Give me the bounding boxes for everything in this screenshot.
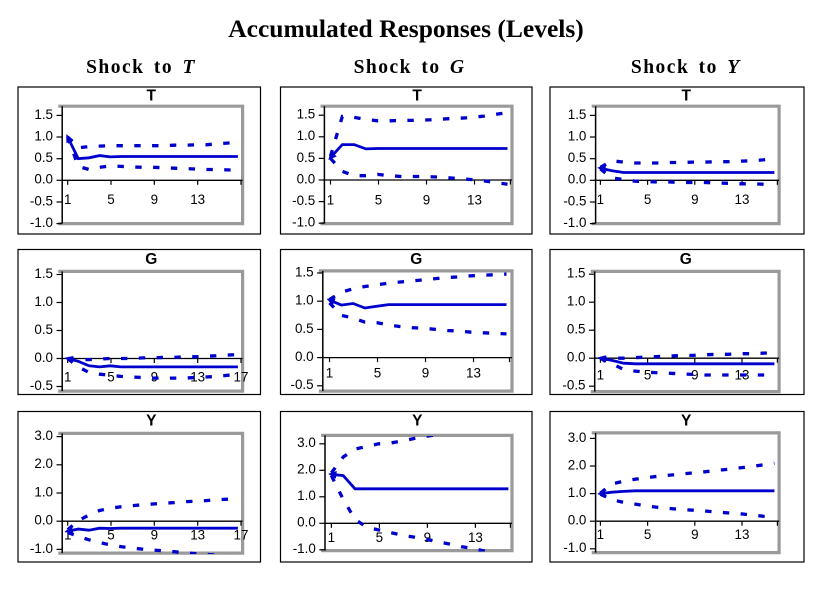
- svg-text:1: 1: [326, 366, 333, 381]
- svg-text:Y: Y: [681, 413, 692, 430]
- svg-text:1.0: 1.0: [295, 293, 314, 308]
- svg-text:Shock to T: Shock to T: [86, 57, 196, 78]
- svg-text:5: 5: [375, 192, 382, 207]
- svg-text:Y: Y: [412, 413, 423, 430]
- svg-text:9: 9: [424, 530, 431, 545]
- svg-text:0.5: 0.5: [567, 322, 586, 337]
- svg-text:1.5: 1.5: [297, 107, 316, 122]
- svg-text:5: 5: [644, 527, 651, 542]
- svg-text:G: G: [680, 251, 692, 268]
- svg-text:5: 5: [374, 366, 381, 381]
- svg-text:1.5: 1.5: [567, 266, 586, 281]
- svg-text:9: 9: [423, 192, 430, 207]
- svg-text:-0.5: -0.5: [562, 378, 585, 393]
- svg-text:0.5: 0.5: [297, 150, 316, 165]
- svg-text:13: 13: [467, 192, 482, 207]
- svg-text:3.0: 3.0: [568, 430, 587, 445]
- svg-text:5: 5: [644, 192, 651, 207]
- svg-text:1.0: 1.0: [568, 485, 587, 500]
- svg-text:1: 1: [597, 368, 604, 383]
- svg-text:-0.5: -0.5: [292, 193, 315, 208]
- svg-text:17: 17: [234, 528, 249, 543]
- svg-text:1: 1: [597, 192, 604, 207]
- svg-text:-1.0: -1.0: [563, 540, 586, 555]
- svg-text:9: 9: [691, 192, 698, 207]
- svg-text:9: 9: [151, 192, 158, 207]
- svg-text:1.0: 1.0: [297, 488, 316, 503]
- svg-text:0.5: 0.5: [34, 322, 53, 337]
- svg-text:-0.5: -0.5: [30, 378, 53, 393]
- svg-text:0.0: 0.0: [297, 171, 316, 186]
- svg-text:1: 1: [328, 530, 335, 545]
- svg-text:13: 13: [735, 192, 750, 207]
- svg-text:Y: Y: [146, 413, 157, 430]
- svg-text:1.0: 1.0: [34, 294, 53, 309]
- svg-text:1: 1: [64, 370, 71, 385]
- svg-text:-0.5: -0.5: [563, 193, 586, 208]
- svg-text:13: 13: [468, 530, 483, 545]
- svg-text:5: 5: [376, 530, 383, 545]
- svg-text:1.5: 1.5: [568, 107, 587, 122]
- svg-text:9: 9: [691, 368, 698, 383]
- svg-text:3.0: 3.0: [297, 435, 316, 450]
- svg-text:1.5: 1.5: [34, 107, 53, 122]
- svg-text:G: G: [145, 251, 157, 268]
- svg-text:-1.0: -1.0: [30, 541, 53, 556]
- svg-text:1: 1: [597, 527, 604, 542]
- svg-text:13: 13: [466, 366, 481, 381]
- svg-text:17: 17: [234, 370, 249, 385]
- svg-text:G: G: [410, 251, 422, 268]
- svg-text:T: T: [147, 88, 157, 105]
- svg-text:0.0: 0.0: [34, 350, 53, 365]
- svg-text:T: T: [412, 88, 422, 105]
- svg-text:1: 1: [64, 528, 71, 543]
- svg-text:9: 9: [151, 528, 158, 543]
- svg-text:5: 5: [107, 528, 114, 543]
- svg-text:0.0: 0.0: [568, 172, 587, 187]
- svg-text:-0.5: -0.5: [291, 377, 314, 392]
- svg-text:0.0: 0.0: [34, 172, 53, 187]
- svg-text:Shock to G: Shock to G: [354, 57, 466, 78]
- svg-text:1.5: 1.5: [34, 266, 53, 281]
- svg-text:1: 1: [64, 192, 71, 207]
- svg-text:Accumulated Responses (Levels): Accumulated Responses (Levels): [228, 14, 584, 43]
- svg-text:0.0: 0.0: [295, 349, 314, 364]
- svg-text:3.0: 3.0: [34, 428, 53, 443]
- svg-text:0.0: 0.0: [34, 513, 53, 528]
- svg-text:1.0: 1.0: [34, 484, 53, 499]
- svg-text:2.0: 2.0: [34, 456, 53, 471]
- svg-text:1.0: 1.0: [568, 128, 587, 143]
- svg-text:-1.0: -1.0: [292, 215, 315, 230]
- svg-text:-0.5: -0.5: [30, 193, 53, 208]
- svg-text:5: 5: [107, 370, 114, 385]
- svg-text:13: 13: [190, 192, 205, 207]
- svg-text:13: 13: [190, 370, 205, 385]
- svg-text:13: 13: [735, 527, 750, 542]
- svg-text:2.0: 2.0: [297, 462, 316, 477]
- svg-text:-1.0: -1.0: [293, 541, 316, 556]
- svg-text:0.0: 0.0: [568, 513, 587, 528]
- svg-text:1.5: 1.5: [295, 264, 314, 279]
- svg-text:9: 9: [691, 527, 698, 542]
- svg-text:0.5: 0.5: [295, 321, 314, 336]
- svg-text:5: 5: [644, 368, 651, 383]
- svg-text:2.0: 2.0: [568, 457, 587, 472]
- svg-text:Shock to Y: Shock to Y: [631, 57, 741, 78]
- svg-text:-1.0: -1.0: [563, 215, 586, 230]
- svg-text:0.0: 0.0: [567, 350, 586, 365]
- svg-text:1.0: 1.0: [567, 294, 586, 309]
- svg-text:9: 9: [422, 366, 429, 381]
- svg-text:13: 13: [190, 528, 205, 543]
- svg-text:0.5: 0.5: [568, 150, 587, 165]
- svg-text:1.0: 1.0: [297, 128, 316, 143]
- svg-text:T: T: [681, 88, 691, 105]
- svg-text:-1.0: -1.0: [30, 215, 53, 230]
- svg-text:1: 1: [327, 192, 334, 207]
- svg-text:5: 5: [107, 192, 114, 207]
- svg-text:1.0: 1.0: [34, 128, 53, 143]
- svg-text:0.0: 0.0: [297, 515, 316, 530]
- svg-text:0.5: 0.5: [34, 150, 53, 165]
